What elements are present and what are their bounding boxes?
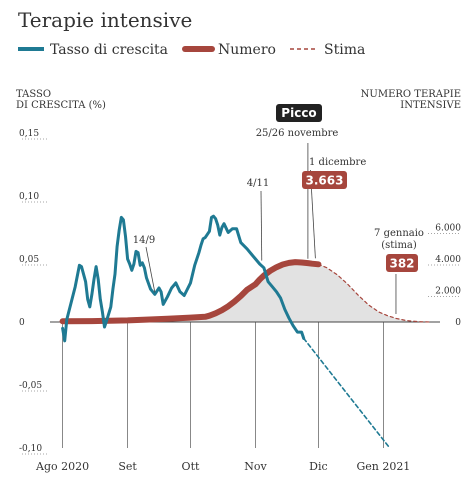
right-axis-title-line2: INTENSIVE	[400, 100, 461, 111]
right-axis-ticks: 6.000 4.000 2.000 0	[428, 224, 461, 328]
nov4-label: 4/11	[247, 178, 269, 189]
sep14-leader	[145, 246, 156, 293]
right-axis-title-line1: NUMERO TERAPIE	[361, 89, 461, 100]
legend: Tasso di crescita Numero Stima	[18, 42, 365, 58]
left-tick-label-3: 0	[19, 318, 25, 328]
series-line-3	[61, 214, 306, 343]
series	[59, 214, 433, 449]
x-tick-label-3: Nov	[244, 460, 267, 473]
picco-date: 25/26 novembre	[256, 128, 339, 139]
series-line-1	[302, 337, 391, 449]
gennaio-date-line1: 7 gennaio	[374, 228, 424, 239]
x-tick-label-1: Set	[118, 460, 137, 473]
right-tick-label-0: 6.000	[435, 224, 461, 234]
gennaio-value-box	[386, 254, 418, 272]
legend-label-stima: Stima	[324, 42, 365, 58]
left-tick-label-4: -0,05	[19, 381, 42, 391]
series-line-0	[317, 263, 433, 323]
nov4-leader	[260, 190, 263, 261]
x-tick-label-0: Ago 2020	[35, 460, 89, 473]
x-axis-ticks: Ago 2020 Set Ott Nov Dic Gen 2021	[35, 460, 410, 473]
left-tick-label-0: 0,15	[19, 129, 39, 139]
legend-label-tasso: Tasso di crescita	[50, 42, 168, 58]
legend-label-numero: Numero	[218, 42, 276, 58]
left-axis-title-line1: TASSO	[16, 89, 51, 100]
right-tick-label-1: 4.000	[435, 255, 461, 265]
picco-box	[276, 104, 322, 122]
date-gridlines	[62, 322, 384, 448]
annotations: Picco 25/26 novembre 1 dicembre 3.663 7 genn…	[133, 104, 424, 314]
left-axis-ticks: 0,15 0,10 0,05 0 -0,05 -0,10	[19, 129, 48, 455]
left-axis-title-line2: DI CRESCITA (%)	[16, 100, 106, 111]
sep14-label: 14/9	[133, 235, 155, 246]
dicembre-value-box	[302, 171, 347, 189]
x-tick-label-4: Dic	[309, 460, 328, 473]
left-tick-label-2: 0,05	[19, 255, 39, 265]
picco-label: Picco	[281, 106, 316, 120]
right-tick-label-2: 2.000	[435, 287, 461, 297]
gennaio-value-label: 382	[389, 257, 414, 271]
dicembre-value-label: 3.663	[306, 174, 344, 188]
right-tick-label-3: 0	[455, 318, 461, 328]
x-tick-label-2: Ott	[182, 460, 200, 473]
dicembre-date: 1 dicembre	[309, 157, 366, 168]
gennaio-date-line2: (stima)	[381, 240, 417, 251]
left-tick-label-5: -0,10	[19, 444, 42, 454]
x-tick-label-5: Gen 2021	[356, 460, 410, 473]
series-line-2	[59, 259, 322, 325]
left-tick-label-1: 0,10	[19, 192, 39, 202]
chart-title: Terapie intensive	[18, 8, 192, 32]
